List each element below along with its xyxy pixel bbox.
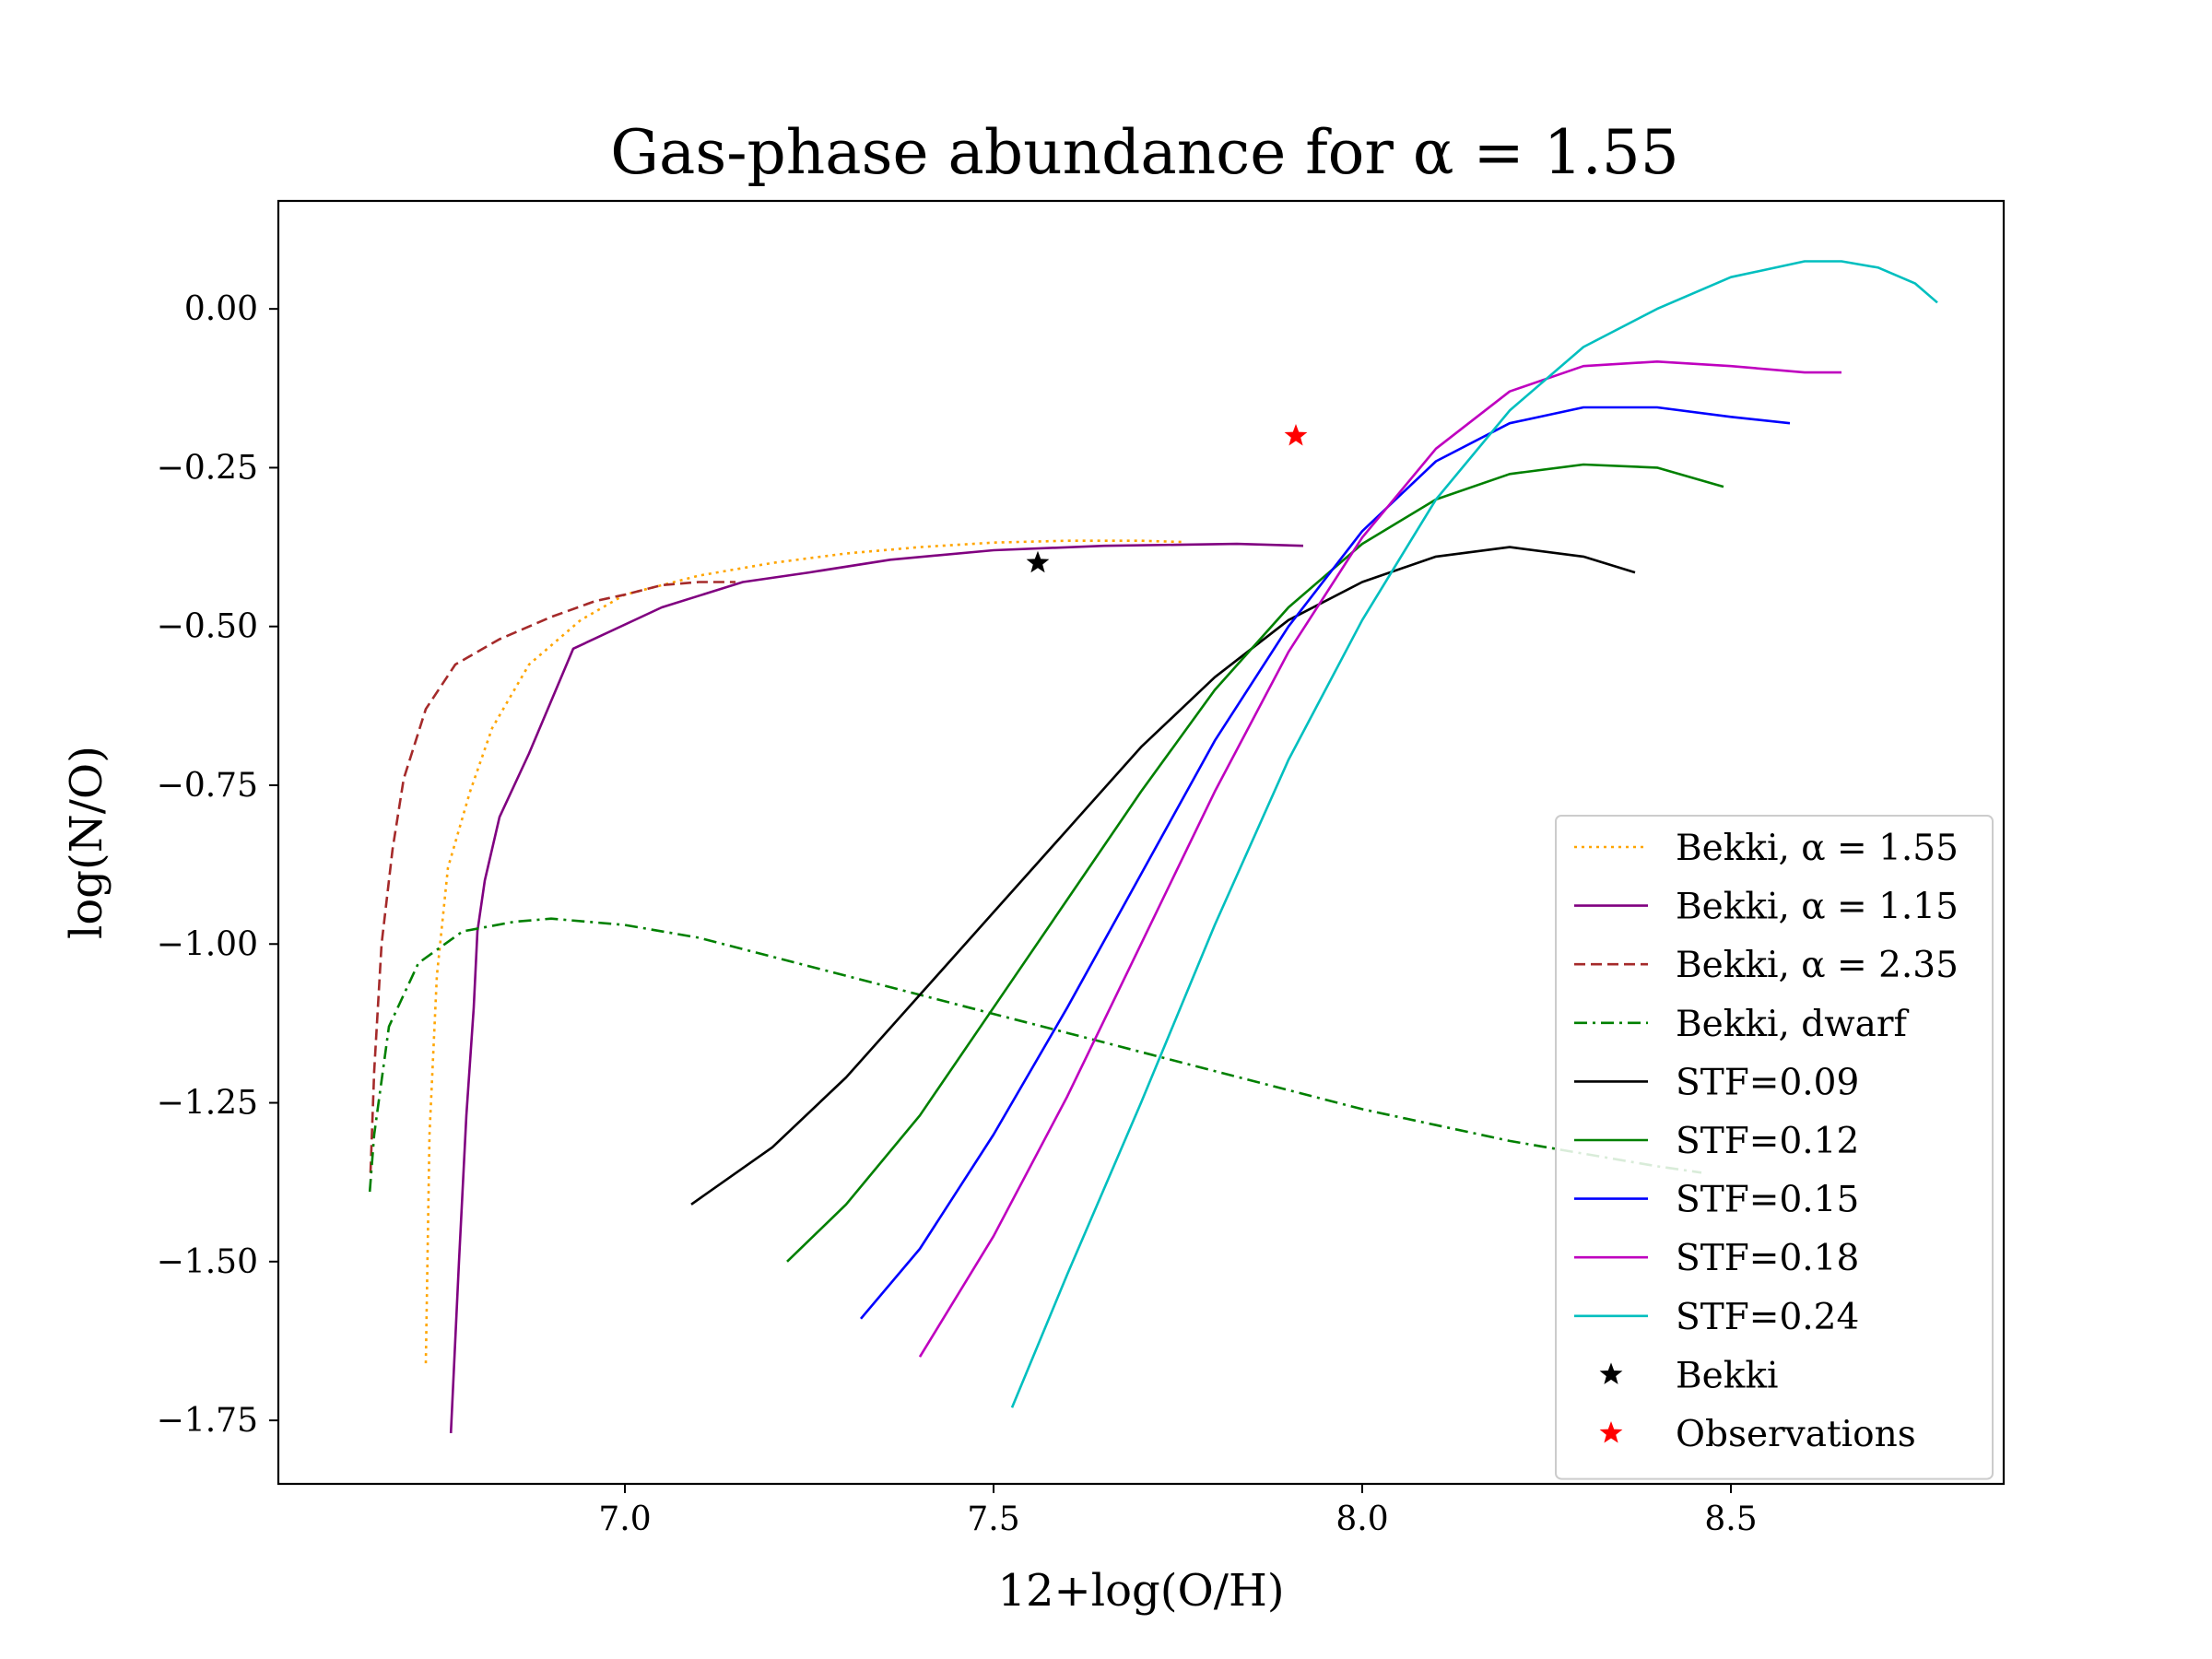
y-axis-label: log(N/O)	[61, 746, 112, 939]
legend-label-bekki-dwarf: Bekki, dwarf	[1676, 1004, 1910, 1045]
series-layer	[368, 260, 1938, 1433]
series-line-stf-0-12	[786, 463, 1724, 1263]
legend: Bekki, α = 1.55 Bekki, α = 1.15 Bekki, α =…	[1555, 815, 1994, 1480]
series-line-stf-0-09	[690, 546, 1636, 1206]
x-tick-label: 7.5	[967, 1500, 1019, 1538]
x-axis-ticks: 7.0 7.5 8.0 8.5	[598, 1484, 1758, 1538]
chart-title: Gas-phase abundance for α = 1.55	[610, 117, 1678, 188]
legend-box	[1555, 815, 1994, 1480]
scatter-point-bekki	[1026, 550, 1050, 573]
legend-label-stf-0-09: STF=0.09	[1676, 1062, 1859, 1103]
legend-label-stf-0-18: STF=0.18	[1676, 1238, 1859, 1279]
legend-label-stf-0-12: STF=0.12	[1676, 1121, 1859, 1162]
y-tick-label: −0.75	[157, 767, 258, 805]
series-line-stf-0-18	[918, 360, 1841, 1358]
scatter-layer	[1026, 424, 1308, 573]
legend-label-bekki: Bekki	[1676, 1355, 1778, 1396]
legend-swatch-bekki	[1599, 1362, 1623, 1384]
y-tick-label: 0.00	[184, 290, 258, 328]
legend-label-observations: Observations	[1676, 1414, 1916, 1455]
x-tick-label: 7.0	[598, 1500, 651, 1538]
y-tick-label: −1.75	[157, 1402, 258, 1440]
series-line-bekki-1-55	[424, 539, 1186, 1364]
x-axis-label: 12+log(O/H)	[997, 1565, 1284, 1617]
series-line-stf-0-15	[860, 406, 1791, 1320]
legend-label-bekki-2-35: Bekki, α = 2.35	[1676, 945, 1959, 986]
y-tick-label: −1.00	[157, 925, 258, 963]
legend-label-bekki-1-15: Bekki, α = 1.15	[1676, 887, 1959, 928]
legend-label-stf-0-24: STF=0.24	[1676, 1297, 1859, 1338]
series-line-bekki-2-35	[369, 581, 735, 1173]
y-tick-label: −0.50	[157, 608, 258, 646]
scatter-point-observations	[1284, 424, 1308, 446]
y-tick-label: −1.25	[157, 1085, 258, 1123]
y-axis-ticks: 0.00 −0.25 −0.50 −0.75 −1.00 −1.25 −1.50 −1.75	[157, 290, 278, 1440]
series-line-bekki-1-15	[449, 542, 1304, 1433]
x-tick-label: 8.0	[1335, 1500, 1388, 1538]
legend-label-bekki-1-55: Bekki, α = 1.55	[1676, 828, 1959, 869]
plot-frame	[276, 199, 2006, 1486]
series-line-stf-0-24	[1010, 260, 1938, 1408]
x-tick-label: 8.5	[1704, 1500, 1757, 1538]
y-tick-label: −1.50	[157, 1243, 258, 1281]
legend-label-stf-0-15: STF=0.15	[1676, 1180, 1859, 1221]
y-tick-label: −0.25	[157, 449, 258, 487]
legend-swatch-observations	[1599, 1421, 1623, 1443]
series-line-bekki-dwarf	[368, 917, 1702, 1193]
